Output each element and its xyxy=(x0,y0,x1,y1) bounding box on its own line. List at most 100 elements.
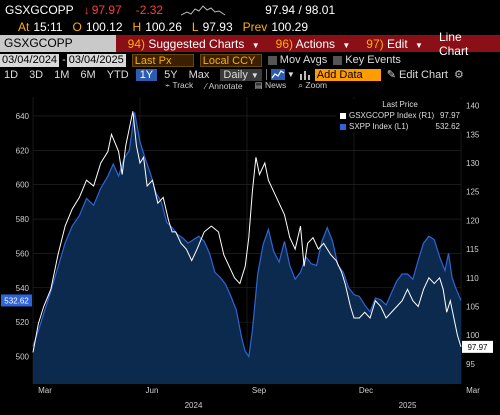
currency-select[interactable]: Local CCY xyxy=(199,53,262,67)
right-axis-tick-label: 135 xyxy=(466,130,480,139)
right-axis-tick-label: 100 xyxy=(466,331,480,340)
left-axis-tick-label: 620 xyxy=(16,146,30,155)
start-date-input[interactable]: 03/04/2024 xyxy=(0,53,60,67)
legend-series-name: GSXGCOPP Index (R1) xyxy=(349,111,435,120)
x-axis-tick-label: Dec xyxy=(359,386,373,395)
legend-item-gsxgcopp[interactable]: GSXGCOPP Index (R1) 97.97 xyxy=(336,111,464,120)
divider xyxy=(265,69,267,80)
time-label: At xyxy=(18,20,30,34)
mov-avgs-label: Mov Avgs xyxy=(279,54,328,66)
low-label: L xyxy=(191,20,199,34)
caret-down-icon: ▼ xyxy=(250,70,259,80)
down-arrow-icon: ↓ xyxy=(83,2,90,17)
edit-chart-label: Edit Chart xyxy=(399,69,448,81)
low-value: 97.93 xyxy=(202,20,233,34)
quote-stats: At 15:11 O 100.12 H 100.26 L 97.93 Prev … xyxy=(0,19,500,35)
edit-menu[interactable]: 97) Edit ▼ xyxy=(366,37,423,51)
caret-down-icon: ▼ xyxy=(342,40,351,50)
series-area-fill xyxy=(33,112,461,384)
period-max[interactable]: Max xyxy=(188,68,210,81)
mov-avgs-checkbox[interactable] xyxy=(267,55,277,65)
caret-down-icon: ▼ xyxy=(251,40,260,50)
date-controls: 03/04/2024 - 03/04/2025 Last Px Local CC… xyxy=(0,53,500,67)
left-axis-tick-label: 500 xyxy=(16,353,30,362)
track-tool[interactable]: ⌁ Track xyxy=(165,80,194,90)
security-field[interactable]: GSXGCOPP Index xyxy=(0,35,116,67)
annotate-label: Annotate xyxy=(208,80,243,91)
chart-legend: Last Price GSXGCOPP Index (R1) 97.97 SXP… xyxy=(336,99,464,132)
series-line-sxpp xyxy=(32,112,462,359)
last-value-labels: 532.62 97.97 xyxy=(1,294,493,353)
menu-number: 96) xyxy=(275,36,293,51)
series-line-gsxgcopp xyxy=(32,111,462,353)
chart-type-label: Line Chart xyxy=(438,29,469,58)
gear-icon[interactable]: ⚙ xyxy=(453,69,464,81)
sparkline-icon xyxy=(181,4,226,15)
news-tool[interactable]: ▤ News xyxy=(254,80,287,90)
end-date-input[interactable]: 03/04/2025 xyxy=(66,53,126,67)
right-axis-tick-label: 115 xyxy=(466,245,479,254)
axis-ticks: 500 520 540 560 580 600 620 640 95 100 105 110 115 12… xyxy=(16,102,481,410)
last-value-badge xyxy=(1,294,32,307)
high-label: H xyxy=(132,20,142,34)
x-axis-tick-label: Mar xyxy=(466,386,480,395)
year-label: 2024 xyxy=(185,401,203,410)
period-6m[interactable]: 6M xyxy=(80,68,96,81)
legend-series-name: SXPP Index (L1) xyxy=(349,122,409,131)
legend-swatch xyxy=(340,112,346,119)
quote-header: GSXGCOPP ↓ 97.97 -2.32 97.94 / 98.01 xyxy=(0,0,500,19)
left-axis-tick-label: 640 xyxy=(16,112,30,121)
zoom-tool[interactable]: ⌕ Zoom xyxy=(298,80,328,90)
edit-chart-button[interactable]: ✎ Edit Chart xyxy=(387,68,448,81)
period-ytd[interactable]: YTD xyxy=(106,68,129,81)
annotate-tool[interactable]: ∕ Annotate xyxy=(205,80,243,91)
period-1m[interactable]: 1M xyxy=(54,68,70,81)
right-axis-tick-label: 120 xyxy=(466,216,480,225)
caret-down-icon[interactable]: ▼ xyxy=(286,70,295,79)
open-value: 100.12 xyxy=(85,20,123,34)
security-ticker[interactable]: GSXGCOPP xyxy=(5,2,74,17)
x-axis-tick-label: Jun xyxy=(146,386,159,395)
high-value: 100.26 xyxy=(145,20,182,34)
price-chart[interactable]: 500 520 540 560 580 600 620 640 95 100 105 110 115 12… xyxy=(0,79,500,415)
left-axis-tick-label: 580 xyxy=(16,215,30,224)
legend-series-value: 97.97 xyxy=(439,111,460,120)
menu-label: Actions xyxy=(295,36,336,51)
right-axis-tick-label: 110 xyxy=(466,274,479,283)
open-label: O xyxy=(72,20,82,34)
line-chart-icon[interactable] xyxy=(270,69,285,80)
period-3d[interactable]: 3D xyxy=(29,68,44,81)
legend-title: Last Price xyxy=(382,100,418,109)
x-axis-tick-label: Mar xyxy=(38,386,52,395)
track-label: Track xyxy=(172,80,194,90)
period-1d[interactable]: 1D xyxy=(4,68,19,81)
add-data-input[interactable]: Add Data xyxy=(314,68,381,81)
right-axis-tick-label: 105 xyxy=(466,303,480,312)
caret-down-icon: ▼ xyxy=(415,40,423,50)
key-events-label: Key Events xyxy=(345,54,401,66)
right-axis-tick-label: 95 xyxy=(466,360,475,369)
period-5y[interactable]: 5Y xyxy=(164,68,178,81)
period-1y[interactable]: 1Y xyxy=(135,68,158,81)
menu-label: Edit xyxy=(386,36,408,51)
year-label: 2025 xyxy=(399,401,417,410)
frequency-select[interactable]: Daily ▼ xyxy=(220,68,262,81)
legend-series-value: 532.62 xyxy=(435,122,460,131)
menu-label: Suggested Charts xyxy=(148,36,245,51)
last-value-text: 97.97 xyxy=(467,343,488,352)
left-axis-tick-label: 600 xyxy=(16,181,30,190)
price-field-select[interactable]: Last Px xyxy=(131,53,194,67)
price-field-value: Last Px xyxy=(134,54,172,67)
actions-menu[interactable]: 96) Actions ▼ xyxy=(276,37,351,51)
bid-ask: 97.94 / 98.01 xyxy=(265,2,336,17)
legend-item-sxpp[interactable]: SXPP Index (L1) 532.62 xyxy=(336,122,464,131)
key-events-checkbox[interactable] xyxy=(333,55,343,65)
bar-chart-icon[interactable] xyxy=(299,69,311,80)
left-axis-tick-label: 540 xyxy=(16,284,30,293)
right-axis-tick-label: 140 xyxy=(466,102,480,111)
currency-value: Local CCY xyxy=(202,54,256,67)
suggested-charts-menu[interactable]: 94) Suggested Charts ▼ xyxy=(128,37,260,51)
x-axis-tick-label: Sep xyxy=(252,386,267,395)
period-toolbar: 1D 3D 1M 6M YTD 1Y 5Y Max Daily ▼ ▼ Add … xyxy=(0,68,500,81)
net-change: -2.32 xyxy=(135,2,164,17)
